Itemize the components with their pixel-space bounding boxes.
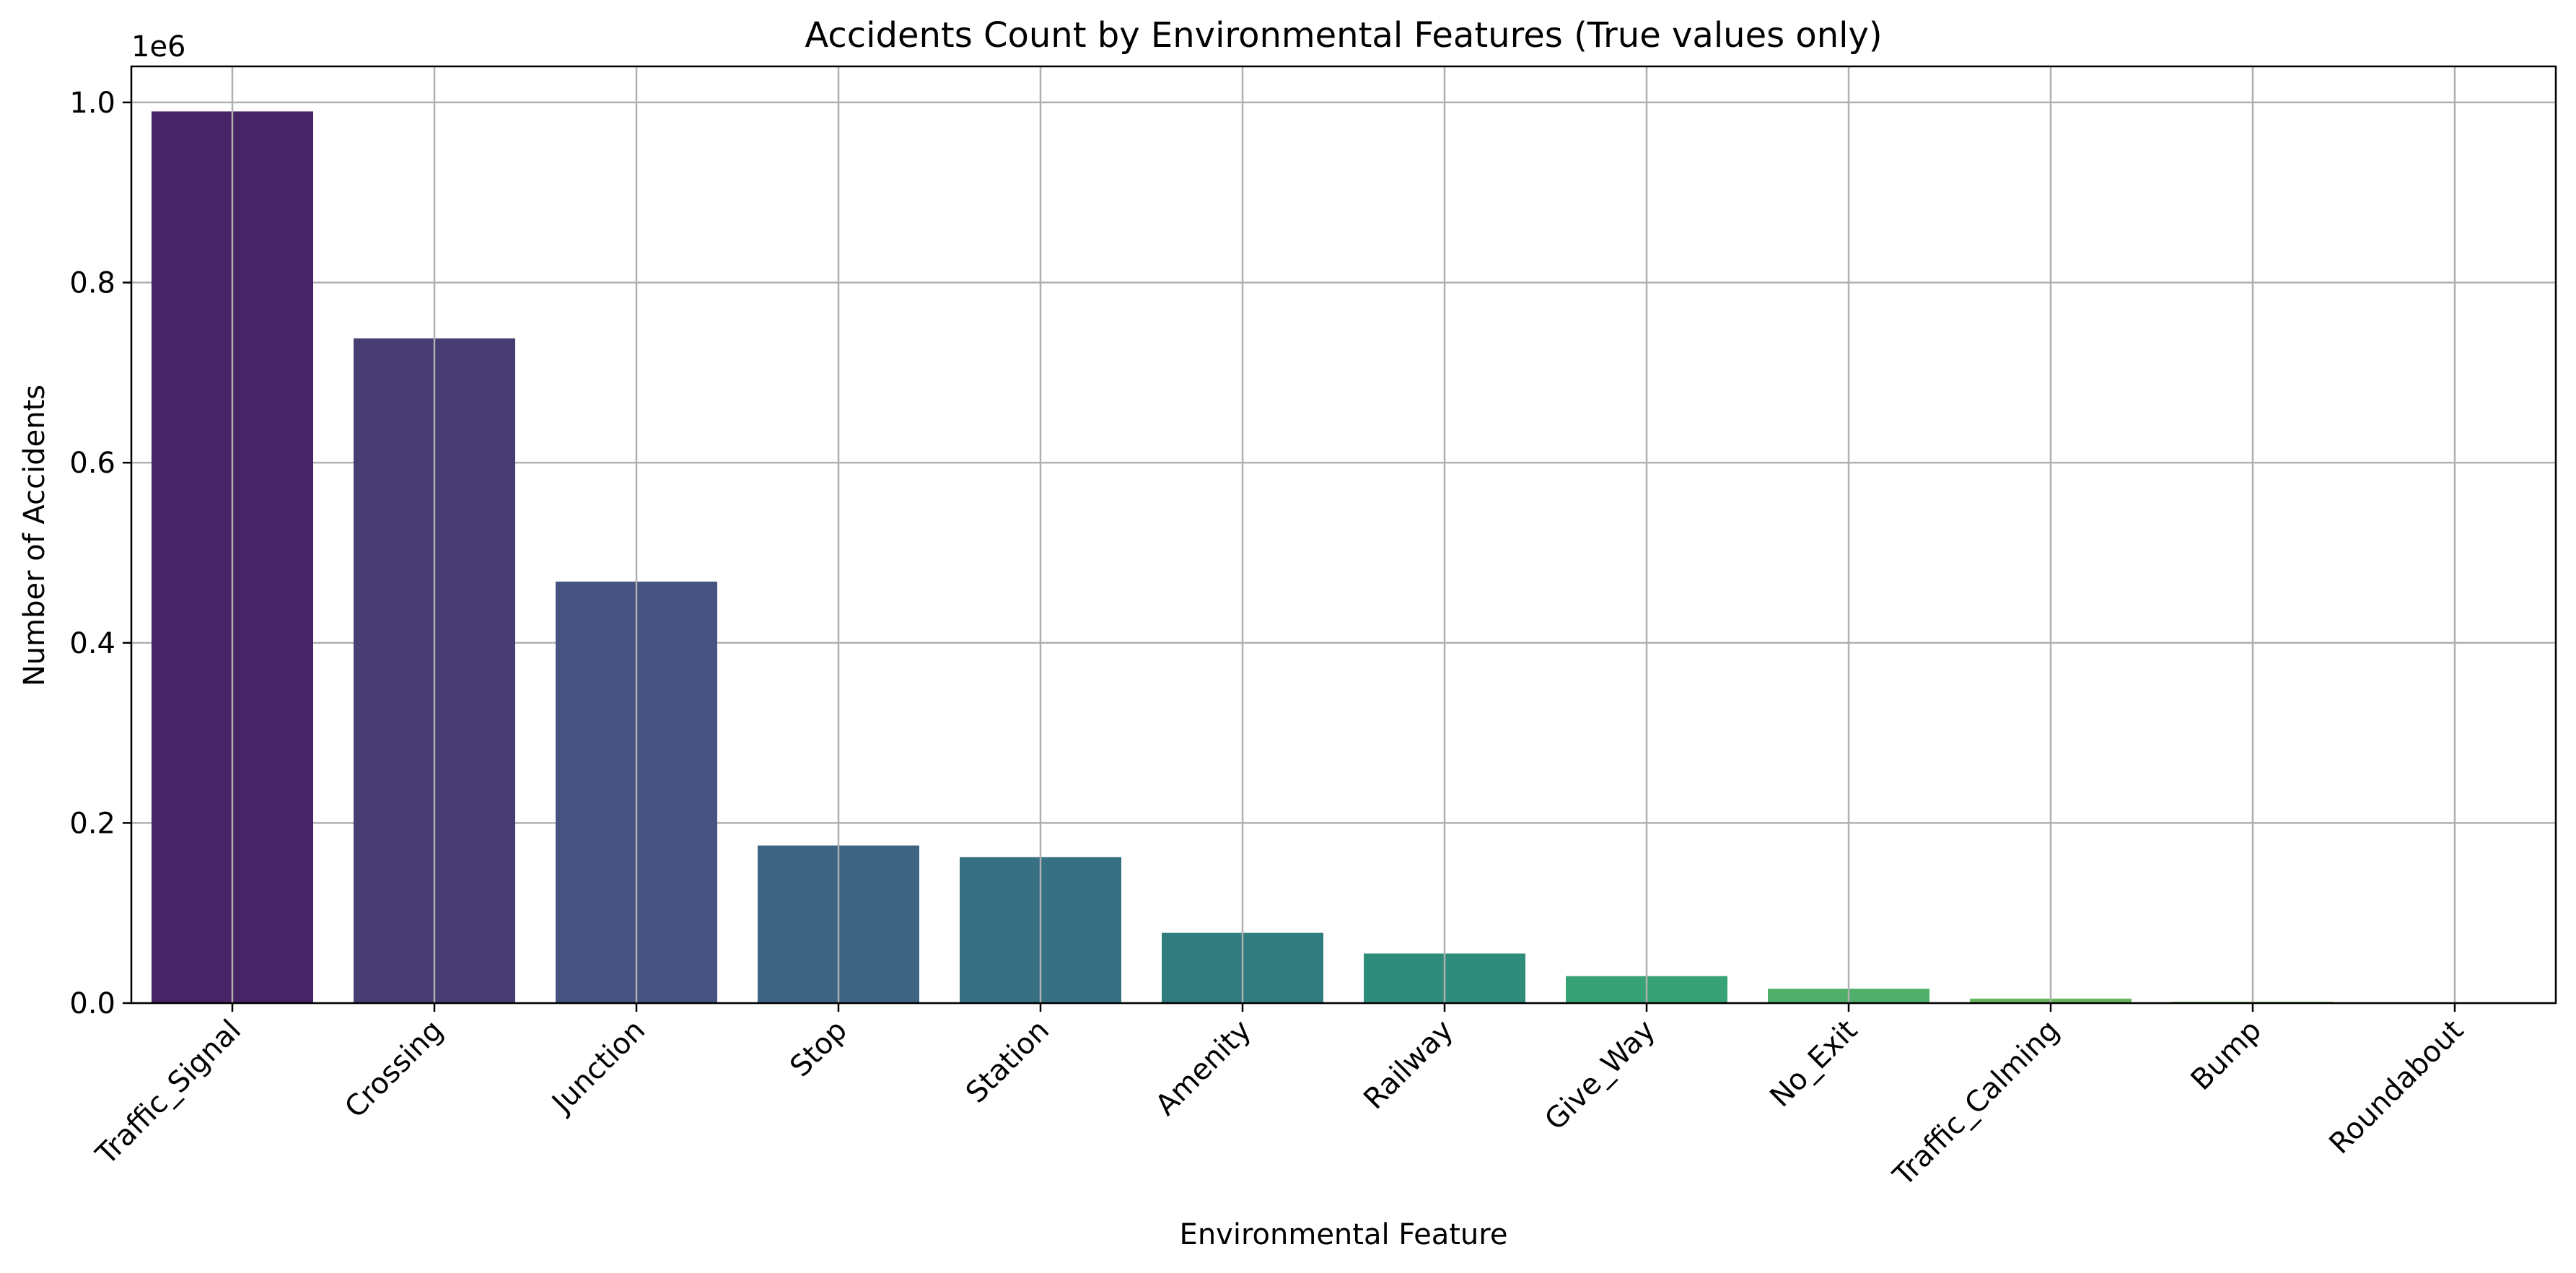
plot-frame (130, 65, 2557, 1005)
y-axis-offset-label: 1e6 (131, 30, 186, 64)
y-tick-label: 1.0 (69, 87, 115, 120)
y-tick-label: 0.0 (69, 987, 115, 1020)
y-tick-label: 0.8 (69, 267, 115, 300)
y-axis-label: Number of Accidents (18, 385, 51, 686)
chart-title: Accidents Count by Environmental Feature… (805, 15, 1882, 56)
x-axis-label: Environmental Feature (1180, 1218, 1508, 1251)
y-tick-label: 0.2 (69, 807, 115, 840)
y-tick-label: 0.6 (69, 447, 115, 480)
y-tick-label: 0.4 (69, 627, 115, 660)
bar-layer (152, 66, 2536, 1004)
